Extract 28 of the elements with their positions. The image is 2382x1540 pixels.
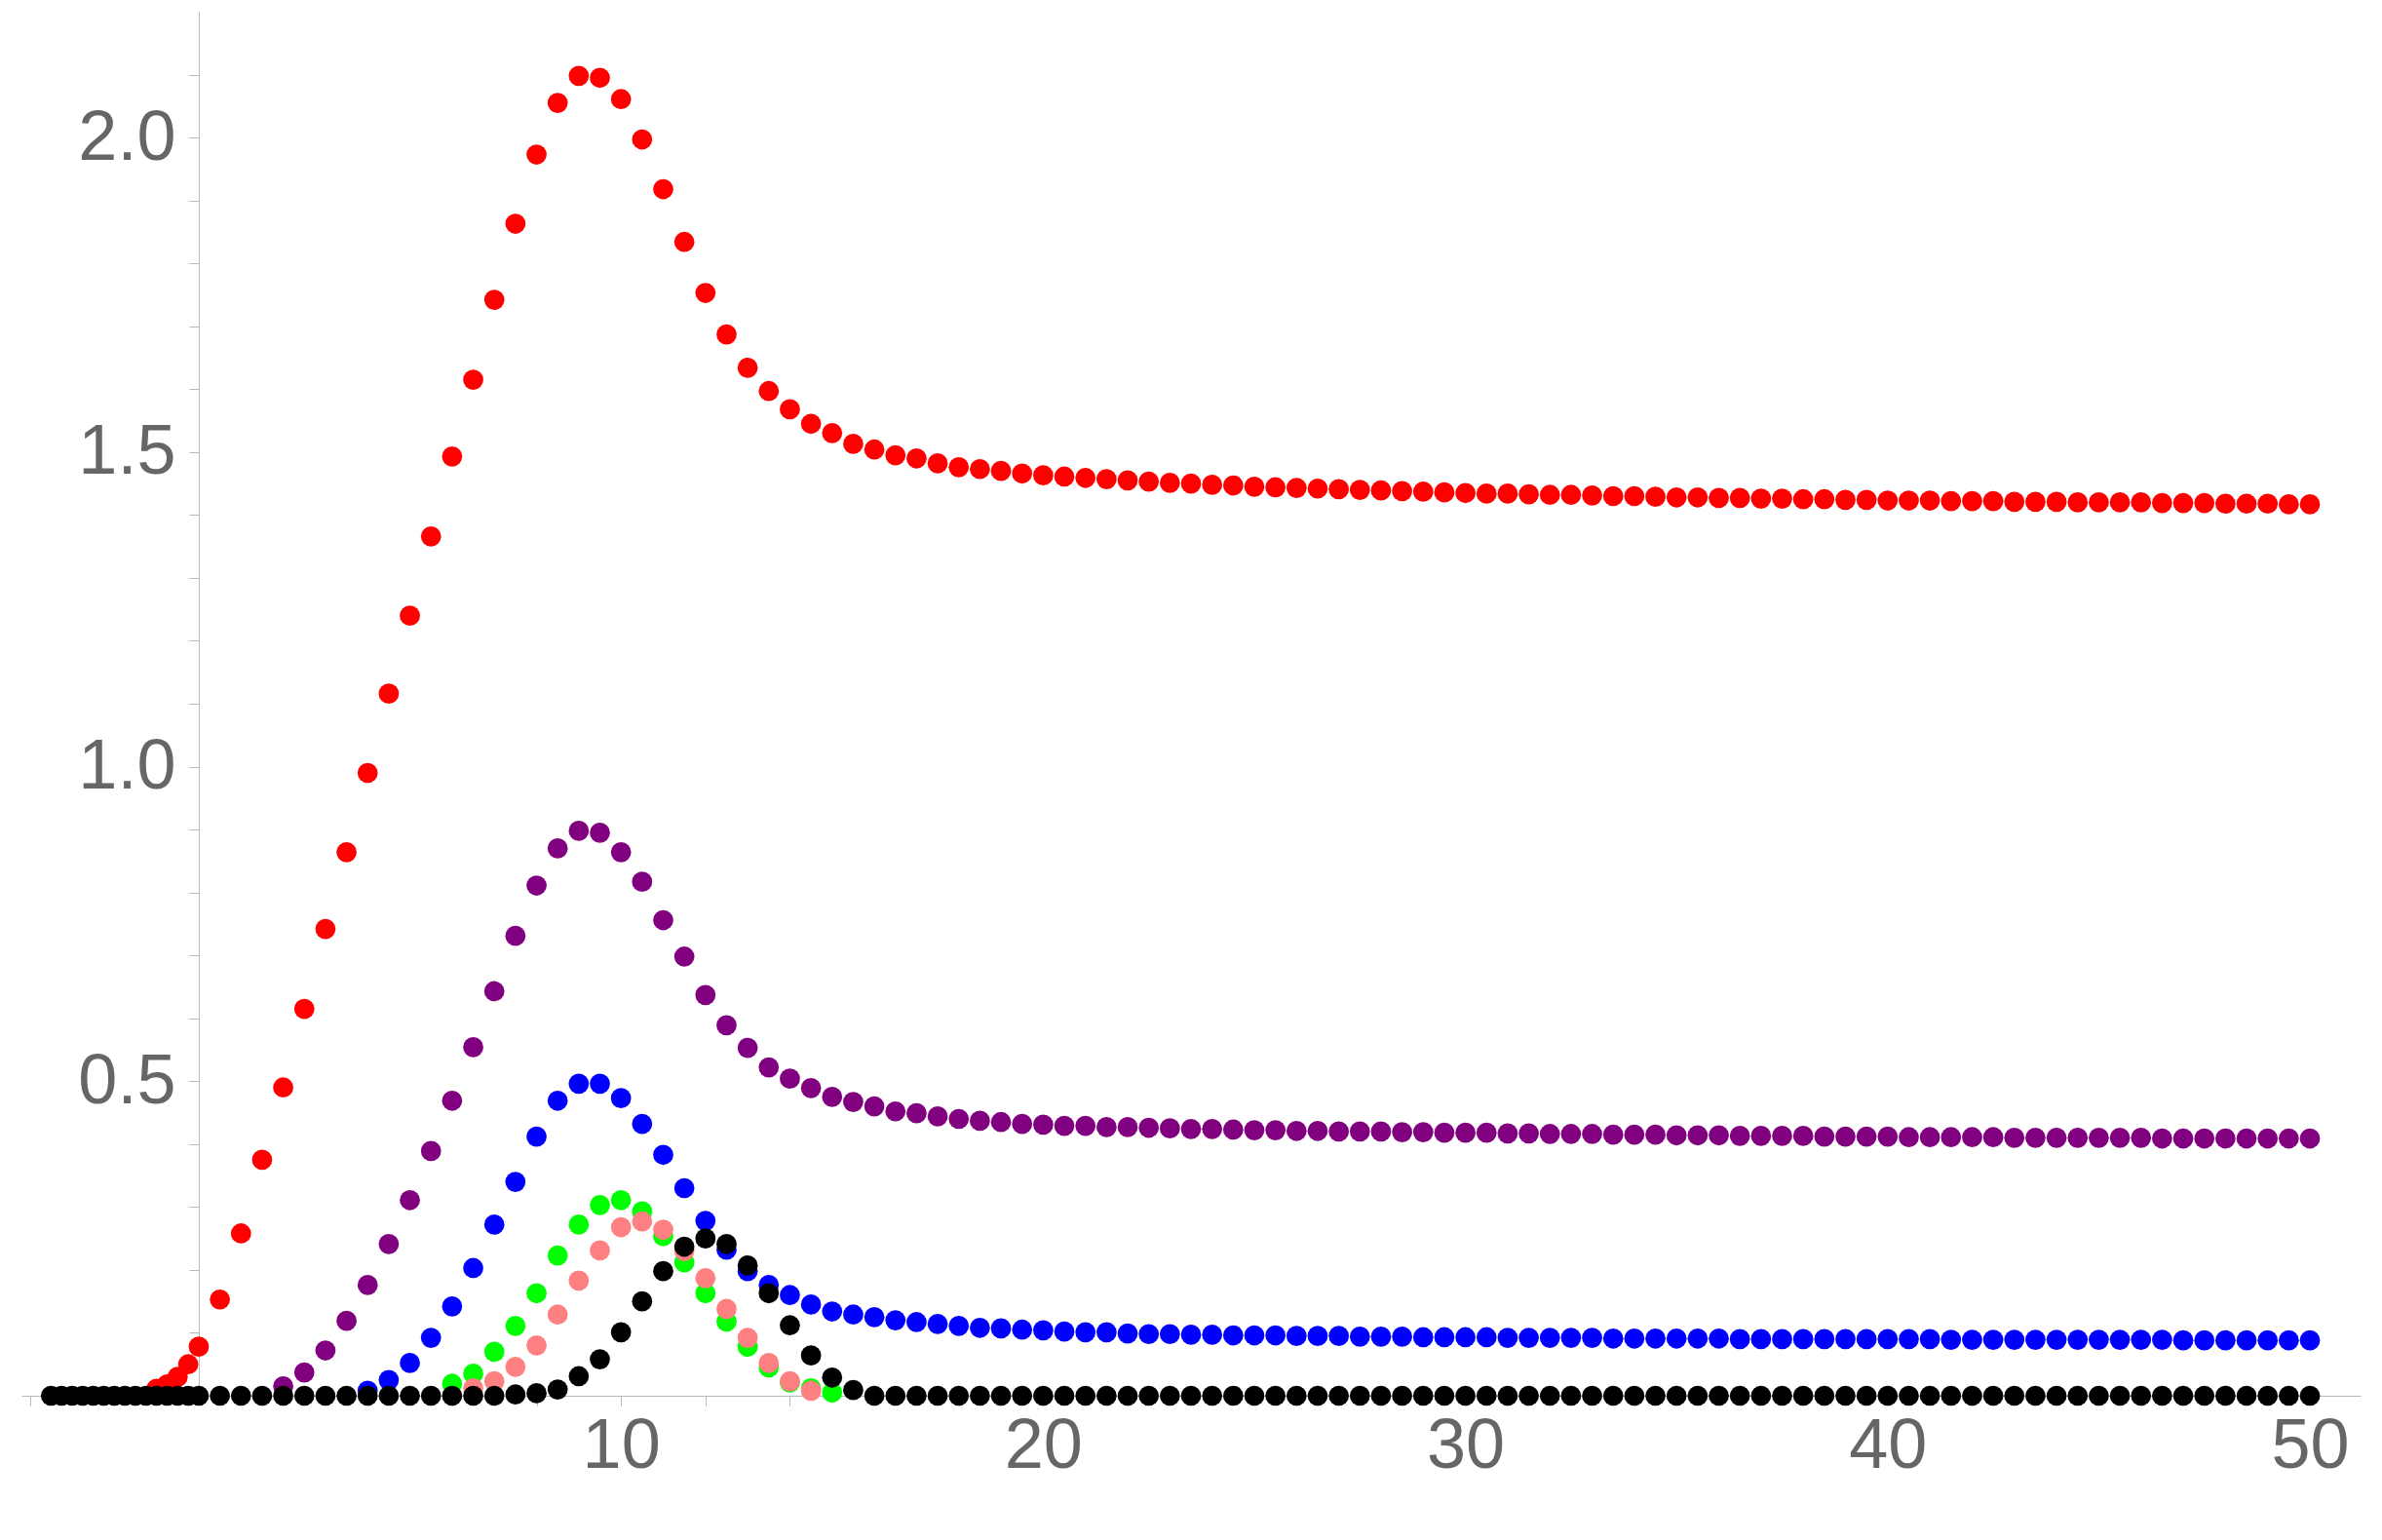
point: [632, 1211, 653, 1232]
point: [547, 1304, 568, 1326]
point: [568, 1270, 590, 1291]
y-tick-label: 0.5: [78, 1039, 176, 1118]
point: [590, 1195, 610, 1215]
point: [505, 1316, 526, 1336]
point: [547, 1245, 568, 1266]
point: [483, 1341, 505, 1363]
x-tick-label: 10: [582, 1404, 661, 1482]
x-tick-label: 50: [2271, 1404, 2350, 1482]
point: [610, 1189, 632, 1211]
point: [505, 1356, 526, 1377]
point: [653, 1219, 673, 1240]
y-tick-label: 1.5: [78, 410, 176, 489]
point: [568, 1214, 590, 1235]
point: [716, 1298, 737, 1320]
x-tick-label: 30: [1427, 1404, 1506, 1482]
point: [526, 1335, 547, 1356]
x-tick-label: 20: [1004, 1404, 1083, 1482]
point: [737, 1328, 758, 1348]
y-tick-label: 2.0: [78, 96, 176, 174]
y-tick-label: 1.0: [78, 725, 176, 804]
x-tick-label: 40: [1849, 1404, 1928, 1482]
point: [590, 1240, 610, 1261]
point: [695, 1267, 716, 1289]
point: [758, 1353, 780, 1373]
point: [610, 1216, 632, 1238]
point: [526, 1283, 547, 1304]
